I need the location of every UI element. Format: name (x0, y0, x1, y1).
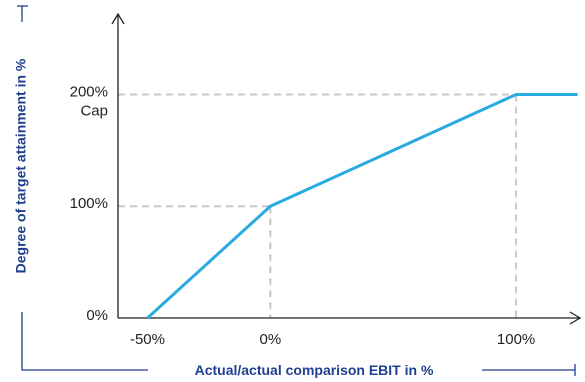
series (146, 92, 578, 320)
series-line-0 (146, 92, 578, 320)
bracket-corner (21, 312, 148, 371)
x-tick-label-1: 0% (260, 331, 282, 348)
y-tick-label-1: 100% (70, 195, 108, 212)
axes (111, 12, 582, 325)
y-tick-label-2: 200% (70, 83, 108, 100)
guide-lines (118, 93, 518, 318)
x-tick-label-2: 100% (497, 331, 535, 348)
y-axis-arrowhead (111, 12, 125, 25)
x-tick-label-0: -50% (130, 331, 165, 348)
axis-title-brackets (17, 5, 576, 376)
y-axis-title: Degree of target attainment in % (13, 58, 29, 273)
tick-labels: -50% 0% 100% 0% 100% 200% Cap (70, 83, 536, 348)
cap-label: Cap (80, 102, 108, 119)
x-axis-title: Actual/actual comparison EBIT in % (195, 362, 434, 378)
x-axis-arrowhead (569, 311, 582, 325)
y-tick-label-0: 0% (86, 307, 108, 324)
